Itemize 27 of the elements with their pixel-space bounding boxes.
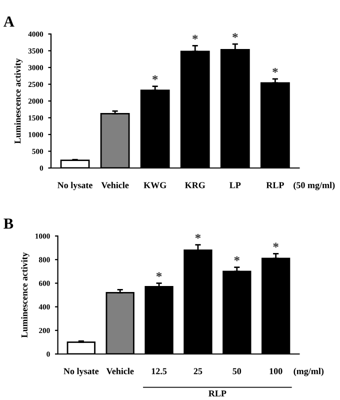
x-tick-label: RLP: [266, 182, 284, 188]
chart-title: B: [4, 218, 14, 229]
annotation: *: [272, 68, 278, 73]
annotation: *: [232, 33, 238, 38]
x-tick-label: KRG: [184, 182, 206, 188]
x-tick-label: 25: [194, 368, 202, 374]
annotation: *: [152, 75, 158, 80]
y-axis-title: Luminescence activity: [21, 252, 30, 338]
text: (50 mg/ml): [294, 182, 335, 190]
x-tick-label: No lysate: [64, 368, 99, 376]
annotation: *: [195, 234, 201, 239]
annotation: *: [273, 242, 278, 248]
x-tick-label: Vehicle: [101, 182, 129, 188]
annotation: *: [156, 272, 162, 278]
x-tick-label: LP: [230, 182, 241, 188]
text: RLP: [208, 390, 226, 396]
x-tick-label: 12.5: [152, 368, 167, 374]
x-tick-label: KWG: [144, 182, 166, 188]
x-tick-label: 50: [232, 368, 242, 374]
chart-title: A: [4, 16, 14, 27]
annotation: *: [192, 34, 198, 40]
y-axis-title: Luminescence activity: [14, 58, 23, 144]
x-tick-label: Vehicle: [106, 368, 134, 374]
x-tick-label: 100: [270, 368, 282, 374]
text: (mg/ml): [294, 368, 324, 376]
annotation: *: [234, 256, 240, 262]
x-tick-label: No lysate: [58, 182, 92, 190]
